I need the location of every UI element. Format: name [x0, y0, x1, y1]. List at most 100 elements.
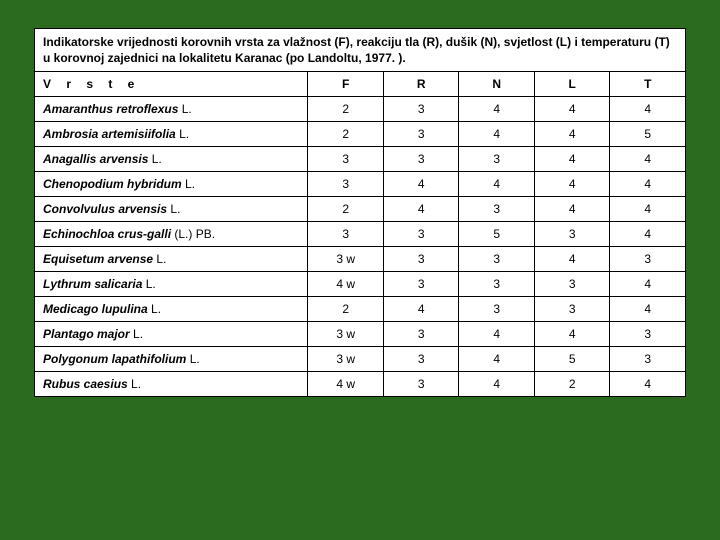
value-r: 3 — [383, 222, 459, 247]
species-name: Polygonum lapathifolium — [43, 352, 186, 366]
indicator-table: Indikatorske vrijednosti korovnih vrsta … — [34, 28, 686, 397]
species-cell: Echinochloa crus-galli (L.) PB. — [35, 222, 308, 247]
col-species: V r s t e — [35, 72, 308, 97]
species-name: Medicago lupulina — [43, 302, 148, 316]
species-name: Amaranthus retroflexus — [43, 102, 178, 116]
species-cell: Polygonum lapathifolium L. — [35, 347, 308, 372]
value-n: 4 — [459, 347, 535, 372]
species-authority: L. — [179, 127, 189, 141]
species-name: Chenopodium hybridum — [43, 177, 182, 191]
species-authority: L. — [185, 177, 195, 191]
value-n: 5 — [459, 222, 535, 247]
value-n: 3 — [459, 147, 535, 172]
value-t: 4 — [610, 97, 686, 122]
col-t: T — [610, 72, 686, 97]
species-name: Equisetum arvense — [43, 252, 153, 266]
table-row: Convolvulus arvensis L.24344 — [35, 197, 686, 222]
species-name: Anagallis arvensis — [43, 152, 148, 166]
value-f: 3 — [308, 172, 384, 197]
value-l: 3 — [534, 297, 610, 322]
value-l: 4 — [534, 122, 610, 147]
value-r: 4 — [383, 297, 459, 322]
species-name: Convolvulus arvensis — [43, 202, 167, 216]
header-row: V r s t e F R N L T — [35, 72, 686, 97]
species-name: Echinochloa crus-galli — [43, 227, 171, 241]
value-l: 4 — [534, 97, 610, 122]
species-authority: L. — [146, 277, 156, 291]
value-l: 3 — [534, 272, 610, 297]
value-r: 3 — [383, 372, 459, 397]
table-row: Polygonum lapathifolium L.3 w3453 — [35, 347, 686, 372]
species-cell: Plantago major L. — [35, 322, 308, 347]
value-r: 3 — [383, 147, 459, 172]
species-authority: L. — [151, 302, 161, 316]
species-name: Ambrosia artemisiifolia — [43, 127, 176, 141]
species-authority: L. — [131, 377, 141, 391]
species-authority: L. — [133, 327, 143, 341]
value-l: 5 — [534, 347, 610, 372]
species-cell: Amaranthus retroflexus L. — [35, 97, 308, 122]
table-row: Rubus caesius L.4 w3424 — [35, 372, 686, 397]
table-row: Plantago major L.3 w3443 — [35, 322, 686, 347]
value-f: 2 — [308, 122, 384, 147]
species-cell: Ambrosia artemisiifolia L. — [35, 122, 308, 147]
value-r: 3 — [383, 97, 459, 122]
value-l: 4 — [534, 247, 610, 272]
value-r: 4 — [383, 197, 459, 222]
value-t: 4 — [610, 172, 686, 197]
col-n: N — [459, 72, 535, 97]
value-n: 4 — [459, 172, 535, 197]
value-n: 4 — [459, 97, 535, 122]
table-row: Echinochloa crus-galli (L.) PB.33534 — [35, 222, 686, 247]
table-row: Lythrum salicaria L.4 w3334 — [35, 272, 686, 297]
value-n: 3 — [459, 247, 535, 272]
value-r: 3 — [383, 247, 459, 272]
species-cell: Rubus caesius L. — [35, 372, 308, 397]
value-l: 3 — [534, 222, 610, 247]
col-l: L — [534, 72, 610, 97]
table-row: Amaranthus retroflexus L.23444 — [35, 97, 686, 122]
value-t: 5 — [610, 122, 686, 147]
value-f: 3 — [308, 147, 384, 172]
value-n: 4 — [459, 372, 535, 397]
value-t: 4 — [610, 372, 686, 397]
table-row: Medicago lupulina L.24334 — [35, 297, 686, 322]
table-row: Equisetum arvense L.3 w3343 — [35, 247, 686, 272]
species-authority: L. — [152, 152, 162, 166]
value-r: 4 — [383, 172, 459, 197]
value-l: 4 — [534, 172, 610, 197]
value-n: 3 — [459, 197, 535, 222]
species-cell: Convolvulus arvensis L. — [35, 197, 308, 222]
value-f: 3 w — [308, 322, 384, 347]
value-l: 4 — [534, 147, 610, 172]
value-r: 3 — [383, 322, 459, 347]
value-t: 4 — [610, 272, 686, 297]
table-caption: Indikatorske vrijednosti korovnih vrsta … — [35, 29, 686, 72]
col-f: F — [308, 72, 384, 97]
value-t: 3 — [610, 322, 686, 347]
value-n: 3 — [459, 272, 535, 297]
value-f: 2 — [308, 97, 384, 122]
value-f: 3 w — [308, 247, 384, 272]
value-f: 4 w — [308, 272, 384, 297]
value-t: 3 — [610, 347, 686, 372]
species-name: Rubus caesius — [43, 377, 128, 391]
species-cell: Medicago lupulina L. — [35, 297, 308, 322]
value-f: 3 w — [308, 347, 384, 372]
value-t: 3 — [610, 247, 686, 272]
value-t: 4 — [610, 222, 686, 247]
table-row: Anagallis arvensis L.33344 — [35, 147, 686, 172]
value-f: 2 — [308, 197, 384, 222]
value-f: 3 — [308, 222, 384, 247]
value-l: 2 — [534, 372, 610, 397]
col-r: R — [383, 72, 459, 97]
species-cell: Lythrum salicaria L. — [35, 272, 308, 297]
species-authority: L. — [190, 352, 200, 366]
species-name: Plantago major — [43, 327, 130, 341]
table-row: Chenopodium hybridum L.34444 — [35, 172, 686, 197]
value-r: 3 — [383, 347, 459, 372]
caption-row: Indikatorske vrijednosti korovnih vrsta … — [35, 29, 686, 72]
species-cell: Chenopodium hybridum L. — [35, 172, 308, 197]
species-authority: (L.) PB. — [174, 227, 215, 241]
value-r: 3 — [383, 272, 459, 297]
